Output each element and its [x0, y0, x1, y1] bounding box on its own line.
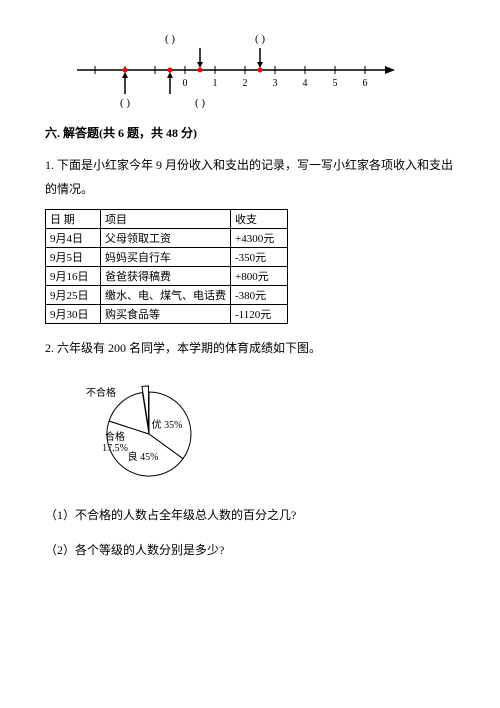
table-cell: 父母领取工资: [101, 229, 231, 248]
table-row: 9月16日爸爸获得稿费+800元: [46, 267, 288, 286]
table-cell: 9月5日: [46, 248, 101, 267]
table-cell: 购买食品等: [101, 305, 231, 324]
table-header-row: 日 期项目收支: [46, 210, 288, 229]
question-2-text: 2. 六年级有 200 名同学，本学期的体育成绩如下图。: [45, 336, 455, 360]
table-cell: -350元: [231, 248, 288, 267]
svg-text:3: 3: [273, 78, 278, 89]
svg-text:1: 1: [213, 78, 218, 89]
svg-text:( ): ( ): [120, 97, 130, 109]
income-expense-table: 日 期项目收支9月4日父母领取工资+4300元9月5日妈妈买自行车-350元9月…: [45, 209, 288, 324]
table-header-cell: 项目: [101, 210, 231, 229]
pie-chart: 优 35% 良 45%合格17.5% 不合格: [49, 368, 249, 488]
svg-text:优 35%: 优 35%: [152, 418, 183, 431]
svg-text:( ): ( ): [255, 33, 265, 45]
svg-text:良 45%: 良 45%: [128, 450, 159, 463]
number-line-figure: 0 1 2 3 4 5 6 ( ) ( ) ( ) ( ): [65, 20, 425, 110]
svg-text:5: 5: [333, 78, 338, 89]
table-cell: 爸爸获得稿费: [101, 267, 231, 286]
question-1-text: 1. 下面是小红家今年 9 月份收入和支出的记录，写一写小红家各项收入和支出的情…: [45, 153, 455, 201]
table-cell: 缴水、电、煤气、电话费: [101, 286, 231, 305]
svg-text:不合格: 不合格: [86, 386, 116, 399]
svg-text:合格: 合格: [105, 430, 125, 443]
table-header-cell: 收支: [231, 210, 288, 229]
table-cell: 9月16日: [46, 267, 101, 286]
svg-text:0: 0: [183, 78, 188, 89]
svg-text:( ): ( ): [195, 97, 205, 109]
table-row: 9月30日购买食品等-1120元: [46, 305, 288, 324]
svg-text:17.5%: 17.5%: [102, 443, 128, 454]
svg-text:4: 4: [303, 78, 308, 89]
table-cell: 妈妈买自行车: [101, 248, 231, 267]
svg-text:( ): ( ): [165, 33, 175, 45]
question-2-sub-1: （1）不合格的人数占全年级总人数的百分之几?: [45, 506, 455, 523]
section-6-title: 六. 解答题(共 6 题，共 48 分): [45, 124, 455, 141]
svg-text:6: 6: [363, 78, 368, 89]
table-cell: -1120元: [231, 305, 288, 324]
table-row: 9月25日缴水、电、煤气、电话费-380元: [46, 286, 288, 305]
table-row: 9月5日妈妈买自行车-350元: [46, 248, 288, 267]
question-2-sub-2: （2）各个等级的人数分别是多少?: [45, 541, 455, 558]
table-header-cell: 日 期: [46, 210, 101, 229]
table-cell: +4300元: [231, 229, 288, 248]
table-cell: +800元: [231, 267, 288, 286]
table-cell: 9月30日: [46, 305, 101, 324]
table-cell: 9月4日: [46, 229, 101, 248]
table-cell: -380元: [231, 286, 288, 305]
table-cell: 9月25日: [46, 286, 101, 305]
svg-text:2: 2: [243, 78, 248, 89]
table-row: 9月4日父母领取工资+4300元: [46, 229, 288, 248]
